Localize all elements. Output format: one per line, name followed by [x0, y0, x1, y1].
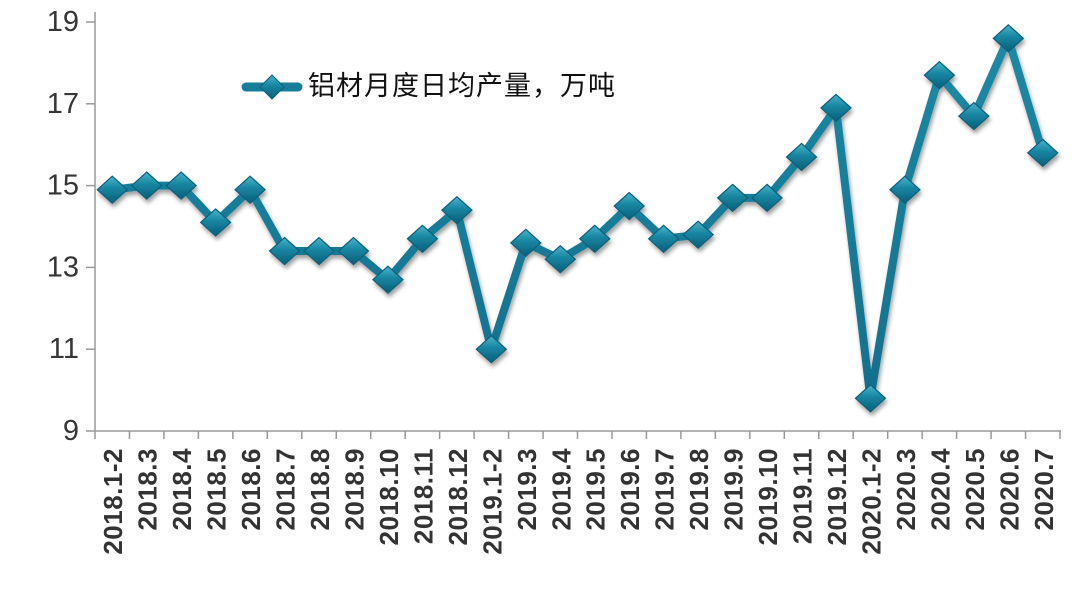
data-point-marker [785, 142, 818, 172]
x-axis-label: 2018.4 [167, 448, 197, 531]
data-point-marker [751, 183, 783, 213]
y-axis-label: 13 [47, 251, 79, 283]
data-point-marker [957, 101, 990, 131]
x-axis-label: 2018.10 [374, 448, 404, 545]
x-axis-label: 2020.5 [960, 448, 990, 531]
data-point-marker [544, 244, 577, 274]
data-point-marker [199, 208, 232, 237]
data-point-marker [647, 224, 680, 254]
x-axis-label: 2019.12 [822, 448, 852, 545]
x-axis-label: 2018.1-2 [98, 448, 128, 555]
data-point-marker [234, 175, 266, 204]
series-line [108, 34, 1047, 403]
x-axis-label: 2018.3 [133, 448, 163, 531]
x-axis-label: 2020.3 [891, 448, 921, 531]
x-axis-label: 2020.1-2 [856, 448, 886, 555]
data-point-marker [372, 265, 404, 294]
y-axis-label: 15 [47, 170, 79, 202]
y-axis-label: 9 [63, 415, 79, 447]
x-axis-label: 2019.8 [684, 448, 714, 531]
data-point-marker [682, 220, 715, 249]
x-axis-label: 2019.1-2 [477, 448, 507, 555]
x-axis-label: 2020.4 [925, 448, 955, 531]
x-axis-label: 2018.9 [339, 448, 369, 531]
x-axis-label: 2019.10 [753, 448, 783, 545]
data-point-marker [509, 228, 542, 258]
x-axis-label: 2019.11 [788, 448, 818, 544]
data-point-marker [854, 383, 887, 413]
x-axis-label: 2018.11 [408, 448, 438, 544]
data-point-marker [303, 236, 335, 266]
data-point-marker [613, 191, 646, 221]
y-axis-label: 19 [47, 6, 79, 38]
x-axis-label: 2018.6 [236, 448, 266, 531]
y-axis-label: 17 [47, 88, 79, 120]
data-point-marker [992, 24, 1025, 53]
x-axis-label: 2020.7 [1029, 448, 1059, 531]
data-point-marker [337, 236, 370, 266]
data-point-marker [406, 224, 439, 254]
legend-marker-icon [241, 74, 303, 100]
data-point-marker [820, 93, 852, 123]
x-axis-label: 2019.3 [512, 448, 542, 531]
x-axis-label: 2019.4 [546, 448, 576, 531]
x-axis-label: 2018.7 [271, 448, 301, 531]
x-axis-label: 2019.6 [615, 448, 645, 531]
data-point-marker [96, 175, 129, 204]
x-axis-label: 2020.6 [994, 448, 1024, 531]
x-axis-label: 2019.7 [650, 448, 680, 531]
data-point-marker [475, 334, 508, 364]
data-point-marker [130, 171, 163, 200]
data-point-marker [268, 236, 301, 266]
legend: 铝材月度日均产量，万吨 [241, 66, 616, 108]
legend-label: 铝材月度日均产量，万吨 [308, 71, 616, 102]
x-axis-label: 2019.9 [719, 448, 749, 531]
data-point-marker [165, 171, 198, 200]
data-point-marker [716, 183, 749, 213]
x-axis-label: 2018.5 [202, 448, 232, 531]
data-point-marker [578, 224, 611, 254]
x-axis-label: 2018.8 [305, 448, 335, 531]
data-point-marker [1026, 138, 1059, 168]
data-point-marker [923, 60, 956, 90]
data-point-marker [440, 195, 473, 225]
data-point-marker [889, 175, 921, 204]
series-group [96, 24, 1059, 413]
x-axis-label: 2019.5 [581, 448, 611, 531]
y-axis-label: 11 [49, 333, 79, 365]
x-axis-label: 2018.12 [443, 448, 473, 545]
